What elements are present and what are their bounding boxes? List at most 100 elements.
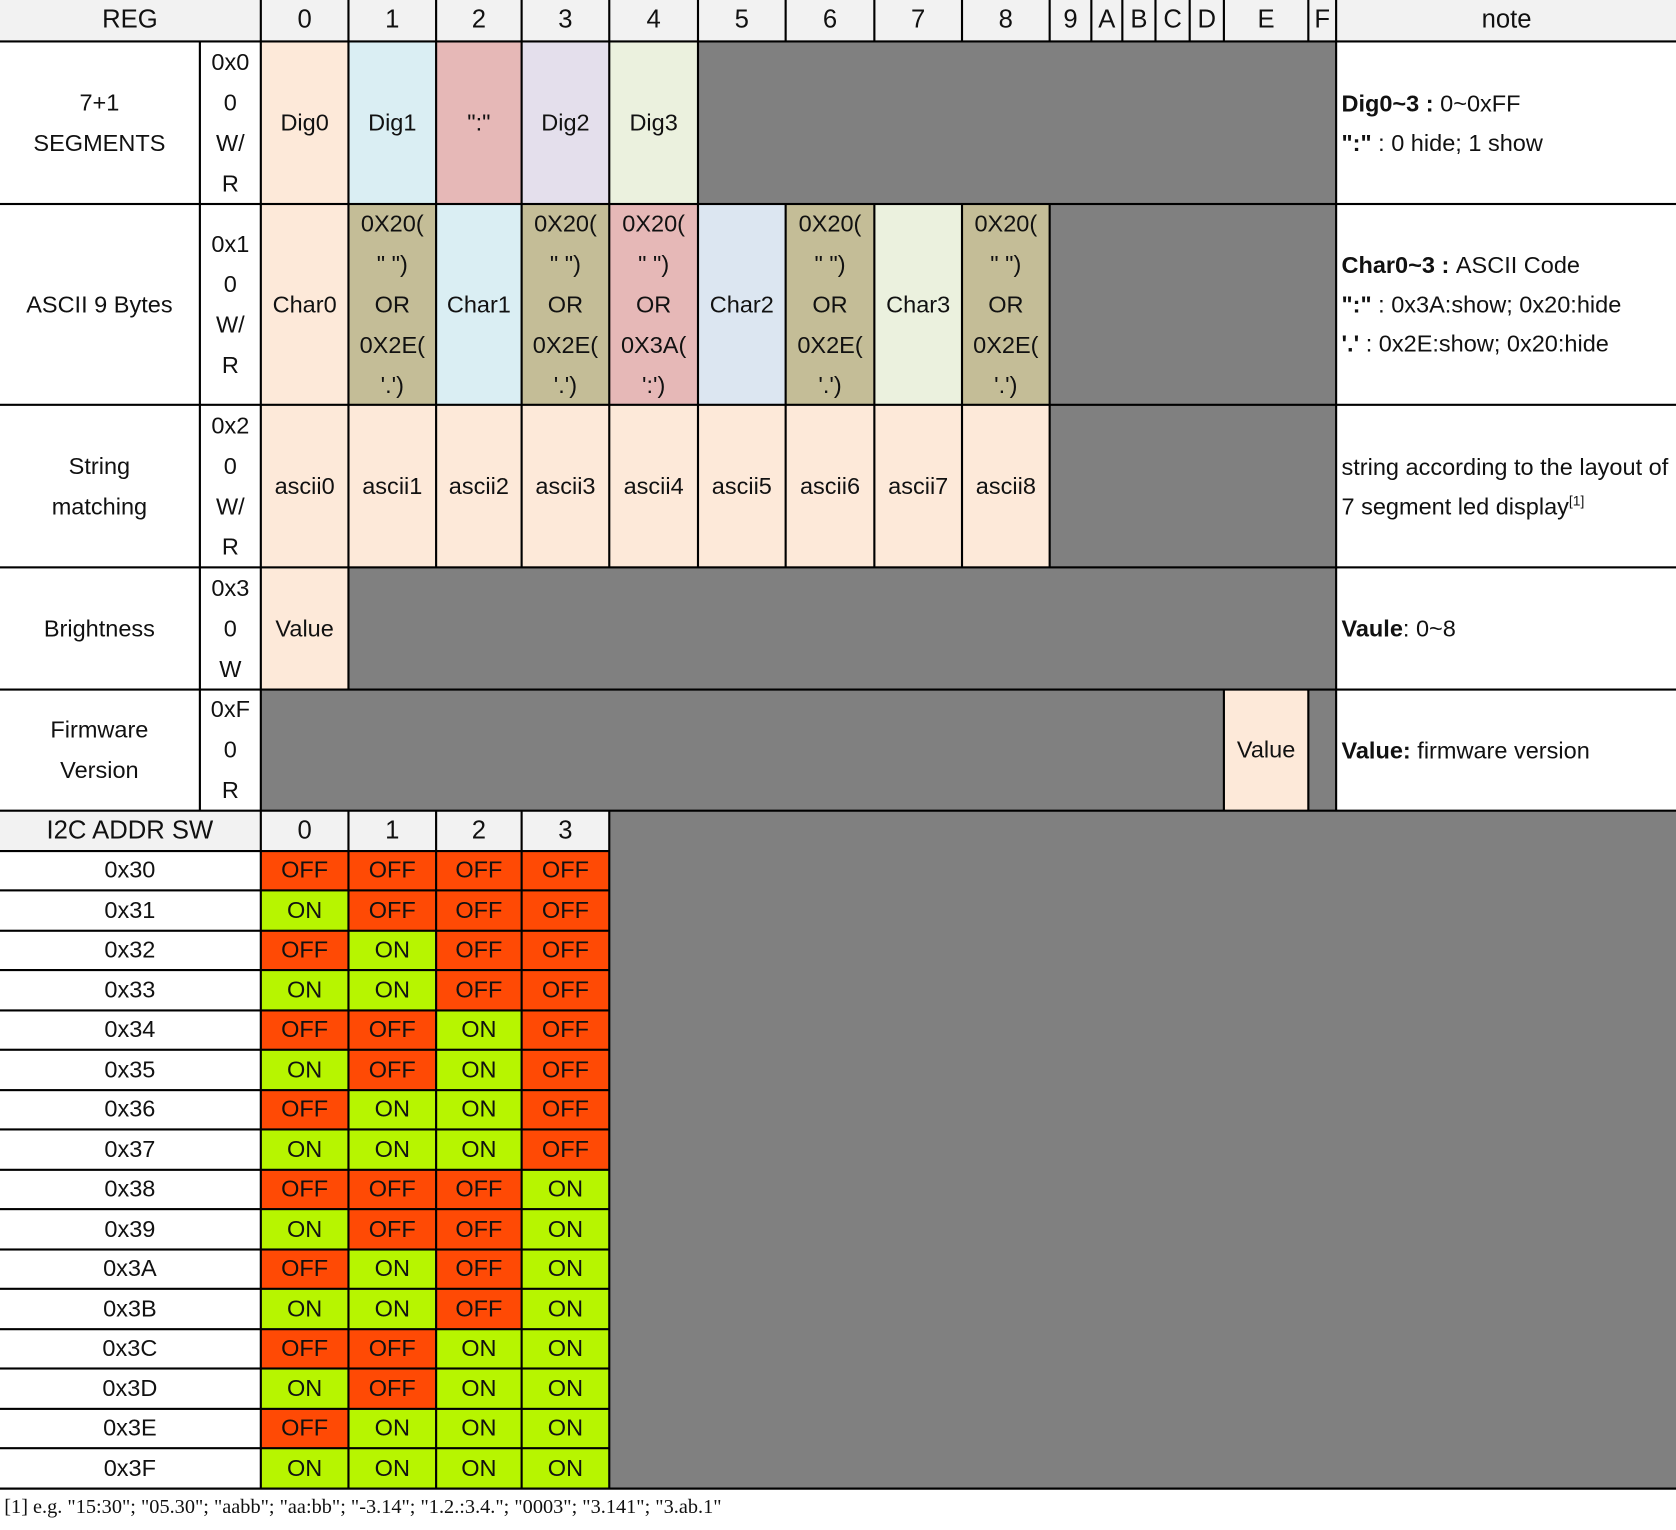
register-field: Char0 [261,205,348,404]
switch-state: ON [261,1210,348,1248]
i2c-address: 0x39 [0,1210,260,1248]
header-col-9: 9 [1050,0,1091,41]
switch-state: OFF [261,1250,348,1288]
switch-state: OFF [349,891,436,930]
register-field: 0X20( " ") OR 0X3A( ':') [610,205,697,404]
register-field: ascii3 [522,405,609,567]
switch-state: ON [261,1050,348,1089]
switch-state: ON [349,931,436,969]
switch-state: ON [261,971,348,1009]
unused-area [610,811,1676,1487]
i2c-col-1: 1 [349,811,436,850]
register-note: Char0~3 : ASCII Code ":" : 0x3A:show; 0x2… [1337,205,1676,404]
switch-state: ON [261,1449,348,1487]
switch-state: OFF [522,891,609,930]
register-address: 0xF 0 R [200,690,260,810]
switch-state: OFF [261,1090,348,1129]
note-text: Char0~3 : [1341,251,1456,279]
switch-state: ON [522,1369,609,1408]
i2c-col-3: 3 [522,811,609,850]
switch-state: OFF [261,1329,348,1368]
register-label: String matching [0,405,199,567]
switch-state: ON [437,1369,521,1408]
unused-area [699,42,1336,203]
header-col-B: B [1123,0,1155,41]
note-text: ":" [1341,291,1372,318]
i2c-col-2: 2 [437,811,521,850]
register-label: Brightness [0,568,199,689]
register-field: 0X20( " ") OR 0X2E( '.') [522,205,609,404]
switch-state: ON [522,1170,609,1209]
switch-state: OFF [437,891,521,930]
note-text: : 0x2E:show; 0x20:hide [1359,330,1609,357]
header-col-5: 5 [699,0,785,41]
header-col-6: 6 [786,0,874,41]
register-field: 0X20( " ") OR 0X2E( '.') [963,205,1049,404]
switch-state: ON [261,1289,348,1328]
register-field: Char2 [699,205,785,404]
i2c-address: 0x32 [0,931,260,969]
unused-area [1050,205,1336,404]
switch-state: ON [437,1010,521,1049]
unused-area [1309,690,1336,810]
i2c-address: 0x30 [0,851,260,890]
register-address: 0x2 0 W/ R [200,405,260,567]
unused-area [1050,405,1336,567]
register-label: ASCII 9 Bytes [0,205,199,404]
switch-state: OFF [437,931,521,969]
register-field: Dig1 [349,42,436,203]
switch-state: OFF [522,1090,609,1129]
switch-state: ON [522,1449,609,1487]
register-field: Char3 [875,205,961,404]
switch-state: ON [349,1449,436,1487]
header-col-3: 3 [522,0,609,41]
register-field: ascii8 [963,405,1049,567]
header-col-F: F [1309,0,1336,41]
note-text: string according to the layout of 7 segm… [1341,453,1669,520]
register-field: ascii6 [786,405,874,567]
switch-state: OFF [261,1170,348,1209]
register-label: Firmware Version [0,690,199,810]
switch-state: OFF [437,1210,521,1248]
switch-state: OFF [349,1210,436,1248]
switch-state: OFF [437,851,521,890]
switch-state: OFF [522,851,609,890]
header-col-8: 8 [963,0,1049,41]
switch-state: ON [522,1289,609,1328]
register-field: ascii7 [875,405,961,567]
switch-state: ON [261,1369,348,1408]
i2c-address: 0x36 [0,1090,260,1129]
i2c-address: 0x37 [0,1130,260,1169]
i2c-col-0: 0 [261,811,348,850]
switch-state: ON [261,891,348,930]
note-text: : 0x3A:show; 0x20:hide [1371,291,1622,318]
register-field: 0X20( " ") OR 0X2E( '.') [349,205,436,404]
register-address: 0x0 0 W/ R [200,42,260,203]
header-col-2: 2 [437,0,521,41]
note-text: '.' [1341,330,1360,357]
switch-state: OFF [522,1130,609,1169]
register-address: 0x3 0 W [200,568,260,689]
header-reg: REG [0,0,260,41]
register-field: Value [1224,690,1308,810]
switch-state: OFF [349,1329,436,1368]
switch-state: ON [522,1250,609,1288]
header-col-C: C [1156,0,1189,41]
note-text: firmware version [1410,736,1590,764]
i2c-address: 0x3B [0,1289,260,1328]
register-address: 0x1 0 W/ R [200,205,260,404]
header-col-D: D [1190,0,1223,41]
register-note: Vaule: 0~8 [1337,568,1676,689]
switch-state: OFF [349,1050,436,1089]
note-text: ":" [1341,129,1372,156]
note-text: : 0 hide; 1 show [1371,129,1543,156]
header-col-7: 7 [875,0,961,41]
i2c-address: 0x3C [0,1329,260,1368]
register-field: ascii4 [610,405,697,567]
switch-state: ON [349,1090,436,1129]
switch-state: OFF [261,931,348,969]
switch-state: OFF [261,851,348,890]
switch-state: ON [349,1289,436,1328]
